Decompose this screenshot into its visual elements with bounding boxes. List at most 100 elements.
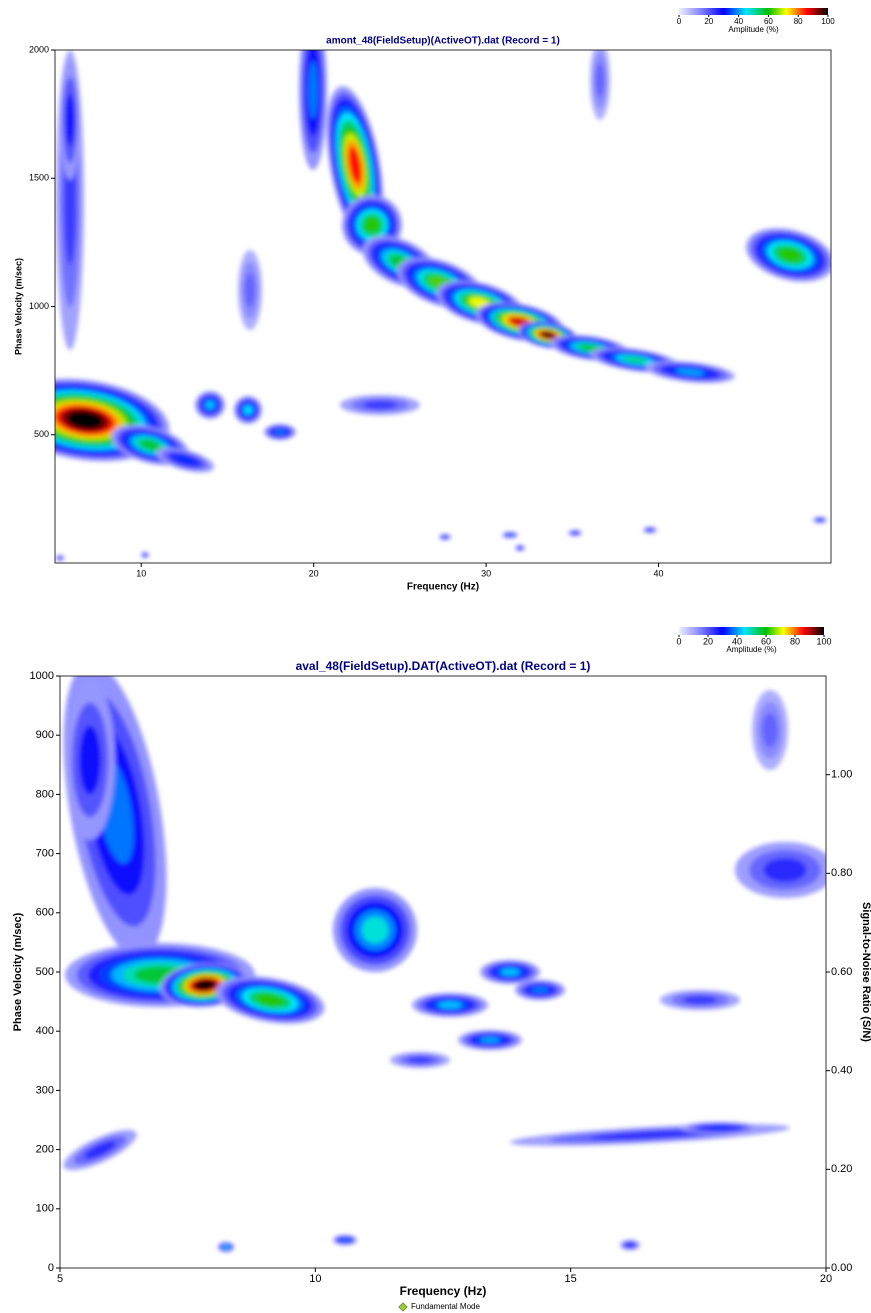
colorbar-tick-label: 60 [764,17,773,26]
y-tick-label: 700 [36,848,54,860]
y-tick-label: 100 [36,1203,54,1215]
contour-level [621,356,649,364]
contour-level [58,556,62,560]
contour-level [223,1245,229,1249]
contour-level [595,62,605,98]
contour-level [205,400,215,410]
colorbar-tick-label: 80 [790,636,800,646]
y-tick-label: 0 [48,1262,54,1274]
contour-level [65,94,75,146]
chart-title: amont_48(FieldSetup)(ActiveOT).dat (Reco… [326,36,560,47]
x-tick-label: 15 [565,1273,577,1285]
contour-level [363,216,381,234]
contour-level [307,61,319,119]
contour-level [143,553,147,557]
y-tick-label: 500 [36,966,54,978]
y-tick-label: 1000 [29,301,49,311]
contour-level [361,916,389,944]
contour-level [84,1141,116,1159]
contour-level [437,1001,463,1009]
contour-level [79,725,101,795]
contour-level [625,1242,635,1248]
contour-level [762,712,778,748]
x-tick-label: 10 [309,1273,321,1285]
colorbar-tick-label: 100 [816,636,831,646]
contour-level [362,400,398,410]
contour-level [763,857,807,883]
colorbar [679,627,824,635]
legend-marker [398,1302,408,1312]
contour-level [407,1056,433,1064]
contour-level [274,429,286,435]
contour-level [530,986,550,994]
y-tick-label: 400 [36,1025,54,1037]
y2-tick-label: 0.00 [831,1262,852,1274]
colorbar [679,8,828,15]
contour-field [63,676,826,1252]
contour-level [442,535,448,539]
contour-level [243,405,253,415]
y2-tick-label: 1.00 [831,769,852,781]
colorbar-tick-label: 0 [676,636,681,646]
legend-label: Fundamental Mode [411,1302,480,1311]
chart-title: aval_48(FieldSetup).DAT(ActiveOT).dat (R… [296,659,591,673]
x-tick-label: 10 [136,568,146,578]
contour-level [778,247,802,263]
y-axis-label: Phase Velocity (m/sec) [13,258,23,355]
y-tick-label: 300 [36,1084,54,1096]
contour-level [66,410,104,430]
x-axis-label: Frequency (Hz) [407,582,479,593]
contour-level [340,1238,350,1242]
y2-tick-label: 0.60 [831,966,852,978]
contour-level [479,1036,501,1044]
y-tick-label: 1000 [30,670,54,682]
contour-level [589,1130,711,1140]
y-tick-label: 1500 [29,173,49,183]
contour-level [255,993,285,1007]
contour-level [500,968,520,976]
y-tick-label: 200 [36,1144,54,1156]
y2-axis-label: Signal-to-Noise Ratio (S/N) [860,902,871,1042]
colorbar-tick-label: 100 [821,17,835,26]
x-tick-label: 30 [481,568,491,578]
contour-level [817,518,823,522]
y2-tick-label: 0.80 [831,867,852,879]
x-tick-label: 20 [820,1273,832,1285]
colorbar-tick-label: 80 [794,17,803,26]
contour-level [244,272,256,308]
colorbar-tick-label: 40 [732,636,742,646]
contour-level [647,528,653,532]
y-tick-label: 800 [36,788,54,800]
contour-level [174,455,196,465]
y2-tick-label: 0.40 [831,1065,852,1077]
colorbar-tick-label: 60 [761,636,771,646]
colorbar-label: Amplitude (%) [728,25,779,34]
x-tick-label: 20 [309,568,319,578]
y-tick-label: 500 [34,429,49,439]
contour-level [541,331,555,339]
y-tick-label: 600 [36,907,54,919]
colorbar-label: Amplitude (%) [726,645,777,654]
contour-level [572,531,578,535]
contour-level [682,995,718,1005]
contour-level [348,146,362,184]
y-axis-label: Phase Velocity (m/sec) [12,912,24,1031]
contour-level [675,368,705,376]
contour-level [518,546,522,550]
y2-tick-label: 0.20 [831,1163,852,1175]
colorbar-tick-label: 40 [734,17,743,26]
contour-layers [55,50,831,561]
y-tick-label: 2000 [29,44,49,54]
contour-level [507,533,513,537]
contour-level [139,439,161,451]
colorbar-tick-label: 20 [704,17,713,26]
contour-level [705,1125,735,1131]
contour-level [195,980,215,990]
contour-layers [63,676,826,1252]
contour-field [55,50,831,561]
x-axis-label: Frequency (Hz) [400,1284,487,1298]
colorbar-tick-label: 20 [703,636,713,646]
y-tick-label: 900 [36,729,54,741]
x-tick-label: 5 [57,1273,63,1285]
